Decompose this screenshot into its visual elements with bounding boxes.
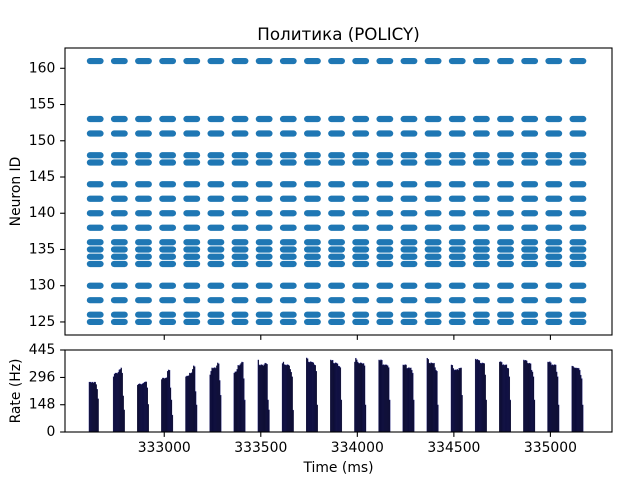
raster-axes: 125 130 135 140 145 150 155 160 Neuron ID xyxy=(8,47,613,340)
raster-spike-marks xyxy=(86,57,587,326)
raster-y-ticks: 125 130 135 140 145 150 155 160 xyxy=(29,60,65,330)
chart-title: Политика (POLICY) xyxy=(257,24,419,44)
rate-x-ticks: 333000 333500 334000 334500 335000 xyxy=(138,432,577,456)
rate-bar-burst-4-bin-12 xyxy=(171,414,174,433)
raster-y-tick-label: 130 xyxy=(29,278,56,294)
rate-bar-burst-9-bin-12 xyxy=(292,409,294,433)
raster-y-tick-label: 145 xyxy=(29,169,56,185)
rate-bar-burst-16-bin-12 xyxy=(461,394,463,433)
raster-y-axis-label: Neuron ID xyxy=(8,157,24,227)
rate-y-tick-label: 445 xyxy=(29,342,56,358)
rate-axes: 0 148 296 445 333000 333500 334000 334500 33500… xyxy=(8,342,613,476)
rate-bar-burst-13-bin-12 xyxy=(389,399,391,433)
raster-y-tick-label: 135 xyxy=(29,241,56,257)
rate-histogram-bars xyxy=(88,357,584,433)
rate-x-tick-label: 333500 xyxy=(234,440,287,456)
rate-bar-burst-6-bin-12 xyxy=(220,394,222,433)
raster-y-tick-label: 150 xyxy=(29,133,56,149)
rate-y-tick-label: 148 xyxy=(29,397,56,413)
raster-y-tick-label: 155 xyxy=(29,97,56,113)
rate-bar-burst-7-bin-12 xyxy=(244,399,246,433)
rate-y-tick-label: 296 xyxy=(29,369,56,385)
rate-bar-burst-11-bin-12 xyxy=(340,399,343,433)
raster-axes-frame xyxy=(64,47,613,336)
rate-bar-burst-10-bin-12 xyxy=(316,404,318,433)
rate-bar-burst-8-bin-12 xyxy=(268,409,270,433)
rate-bar-burst-20-bin-12 xyxy=(557,404,560,433)
rate-bar-burst-18-bin-12 xyxy=(509,399,511,433)
raster-y-tick-label: 125 xyxy=(29,314,56,330)
rate-bar-burst-2-bin-12 xyxy=(123,409,125,433)
raster-y-tick-label: 160 xyxy=(29,60,56,76)
rate-x-tick-label: 334000 xyxy=(331,440,384,456)
rate-bar-burst-14-bin-12 xyxy=(413,399,415,433)
rate-bar-burst-17-bin-12 xyxy=(485,399,487,433)
x-axis-label: Time (ms) xyxy=(302,460,373,476)
rate-bar-burst-12-bin-12 xyxy=(364,404,367,433)
rate-y-ticks: 0 148 296 445 xyxy=(29,342,65,440)
rate-bar-burst-5-bin-12 xyxy=(195,404,198,433)
raster-x-ticks xyxy=(163,335,551,340)
rate-axes-frame xyxy=(64,349,613,433)
rate-bar-burst-15-bin-12 xyxy=(437,404,439,433)
rate-x-tick-label: 335000 xyxy=(524,440,577,456)
rate-bar-burst-19-bin-12 xyxy=(533,399,536,433)
rate-x-tick-label: 334500 xyxy=(427,440,480,456)
rate-y-tick-label: 0 xyxy=(46,424,55,440)
rate-bar-burst-1-bin-10 xyxy=(97,398,99,433)
raster-y-tick-label: 140 xyxy=(29,205,56,221)
rate-x-tick-label: 333000 xyxy=(138,440,191,456)
rate-bar-burst-3-bin-12 xyxy=(147,404,149,433)
rate-y-axis-label: Rate (Hz) xyxy=(8,359,24,424)
rate-bar-burst-21-bin-12 xyxy=(582,404,584,433)
